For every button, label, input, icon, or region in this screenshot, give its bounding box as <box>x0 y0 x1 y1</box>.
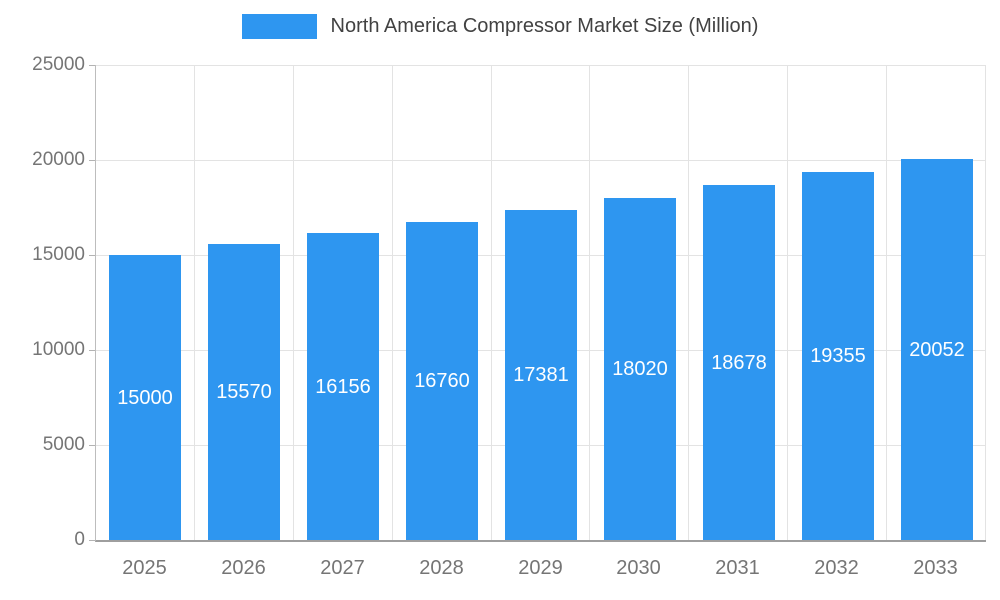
gridline-v <box>787 65 788 540</box>
x-tick-label: 2033 <box>913 557 958 579</box>
gridline-v <box>392 65 393 540</box>
bar <box>703 185 775 540</box>
y-tick-label: 25000 <box>32 54 85 75</box>
bar-value-label: 20052 <box>909 339 965 361</box>
y-tick <box>89 350 95 351</box>
bar-value-label: 18678 <box>711 352 767 374</box>
y-tick <box>89 65 95 66</box>
y-tick-label: 10000 <box>32 339 85 360</box>
y-tick-label: 15000 <box>32 244 85 265</box>
legend-label: North America Compressor Market Size (Mi… <box>330 15 759 37</box>
bar <box>802 172 874 540</box>
x-tick-label: 2028 <box>419 557 464 579</box>
bar <box>307 233 379 540</box>
bar <box>505 210 577 540</box>
bar-value-label: 15000 <box>117 387 173 409</box>
legend-swatch <box>241 14 317 39</box>
bar-value-label: 18020 <box>612 358 668 380</box>
plot-area: 15000 15570 16156 16760 17381 18020 18678 19355… <box>95 64 986 542</box>
y-tick-label: 0 <box>74 529 85 550</box>
gridline-v <box>293 65 294 540</box>
y-tick <box>89 445 95 446</box>
gridline-v <box>589 65 590 540</box>
x-tick-label: 2032 <box>814 557 859 579</box>
bar-value-label: 15570 <box>216 381 272 403</box>
bar <box>901 159 973 540</box>
bar-value-label: 16156 <box>315 376 371 398</box>
bar-value-label: 19355 <box>810 345 866 367</box>
gridline-h <box>96 64 986 66</box>
y-tick-label: 5000 <box>42 434 85 455</box>
bar-value-label: 17381 <box>513 364 569 386</box>
x-tick-label: 2031 <box>715 557 760 579</box>
gridline-v <box>491 65 492 540</box>
gridline-v <box>886 65 887 540</box>
y-tick <box>89 160 95 161</box>
bar <box>406 222 478 540</box>
bar-value-label: 16760 <box>414 370 470 392</box>
bar <box>604 198 676 540</box>
gridline-v <box>688 65 689 540</box>
x-tick-label: 2029 <box>518 557 563 579</box>
x-tick-label: 2027 <box>320 557 365 579</box>
x-tick-label: 2026 <box>221 557 266 579</box>
x-tick-label: 2025 <box>122 557 167 579</box>
y-tick <box>89 255 95 256</box>
y-tick-label: 20000 <box>32 149 85 170</box>
bar <box>109 255 181 540</box>
x-tick-label: 2030 <box>616 557 661 579</box>
bar <box>208 244 280 540</box>
gridline-v <box>985 65 986 540</box>
gridline-h <box>96 159 986 161</box>
chart-legend: North America Compressor Market Size (Mi… <box>0 14 1000 39</box>
y-tick <box>89 540 95 541</box>
gridline-v <box>194 65 195 540</box>
